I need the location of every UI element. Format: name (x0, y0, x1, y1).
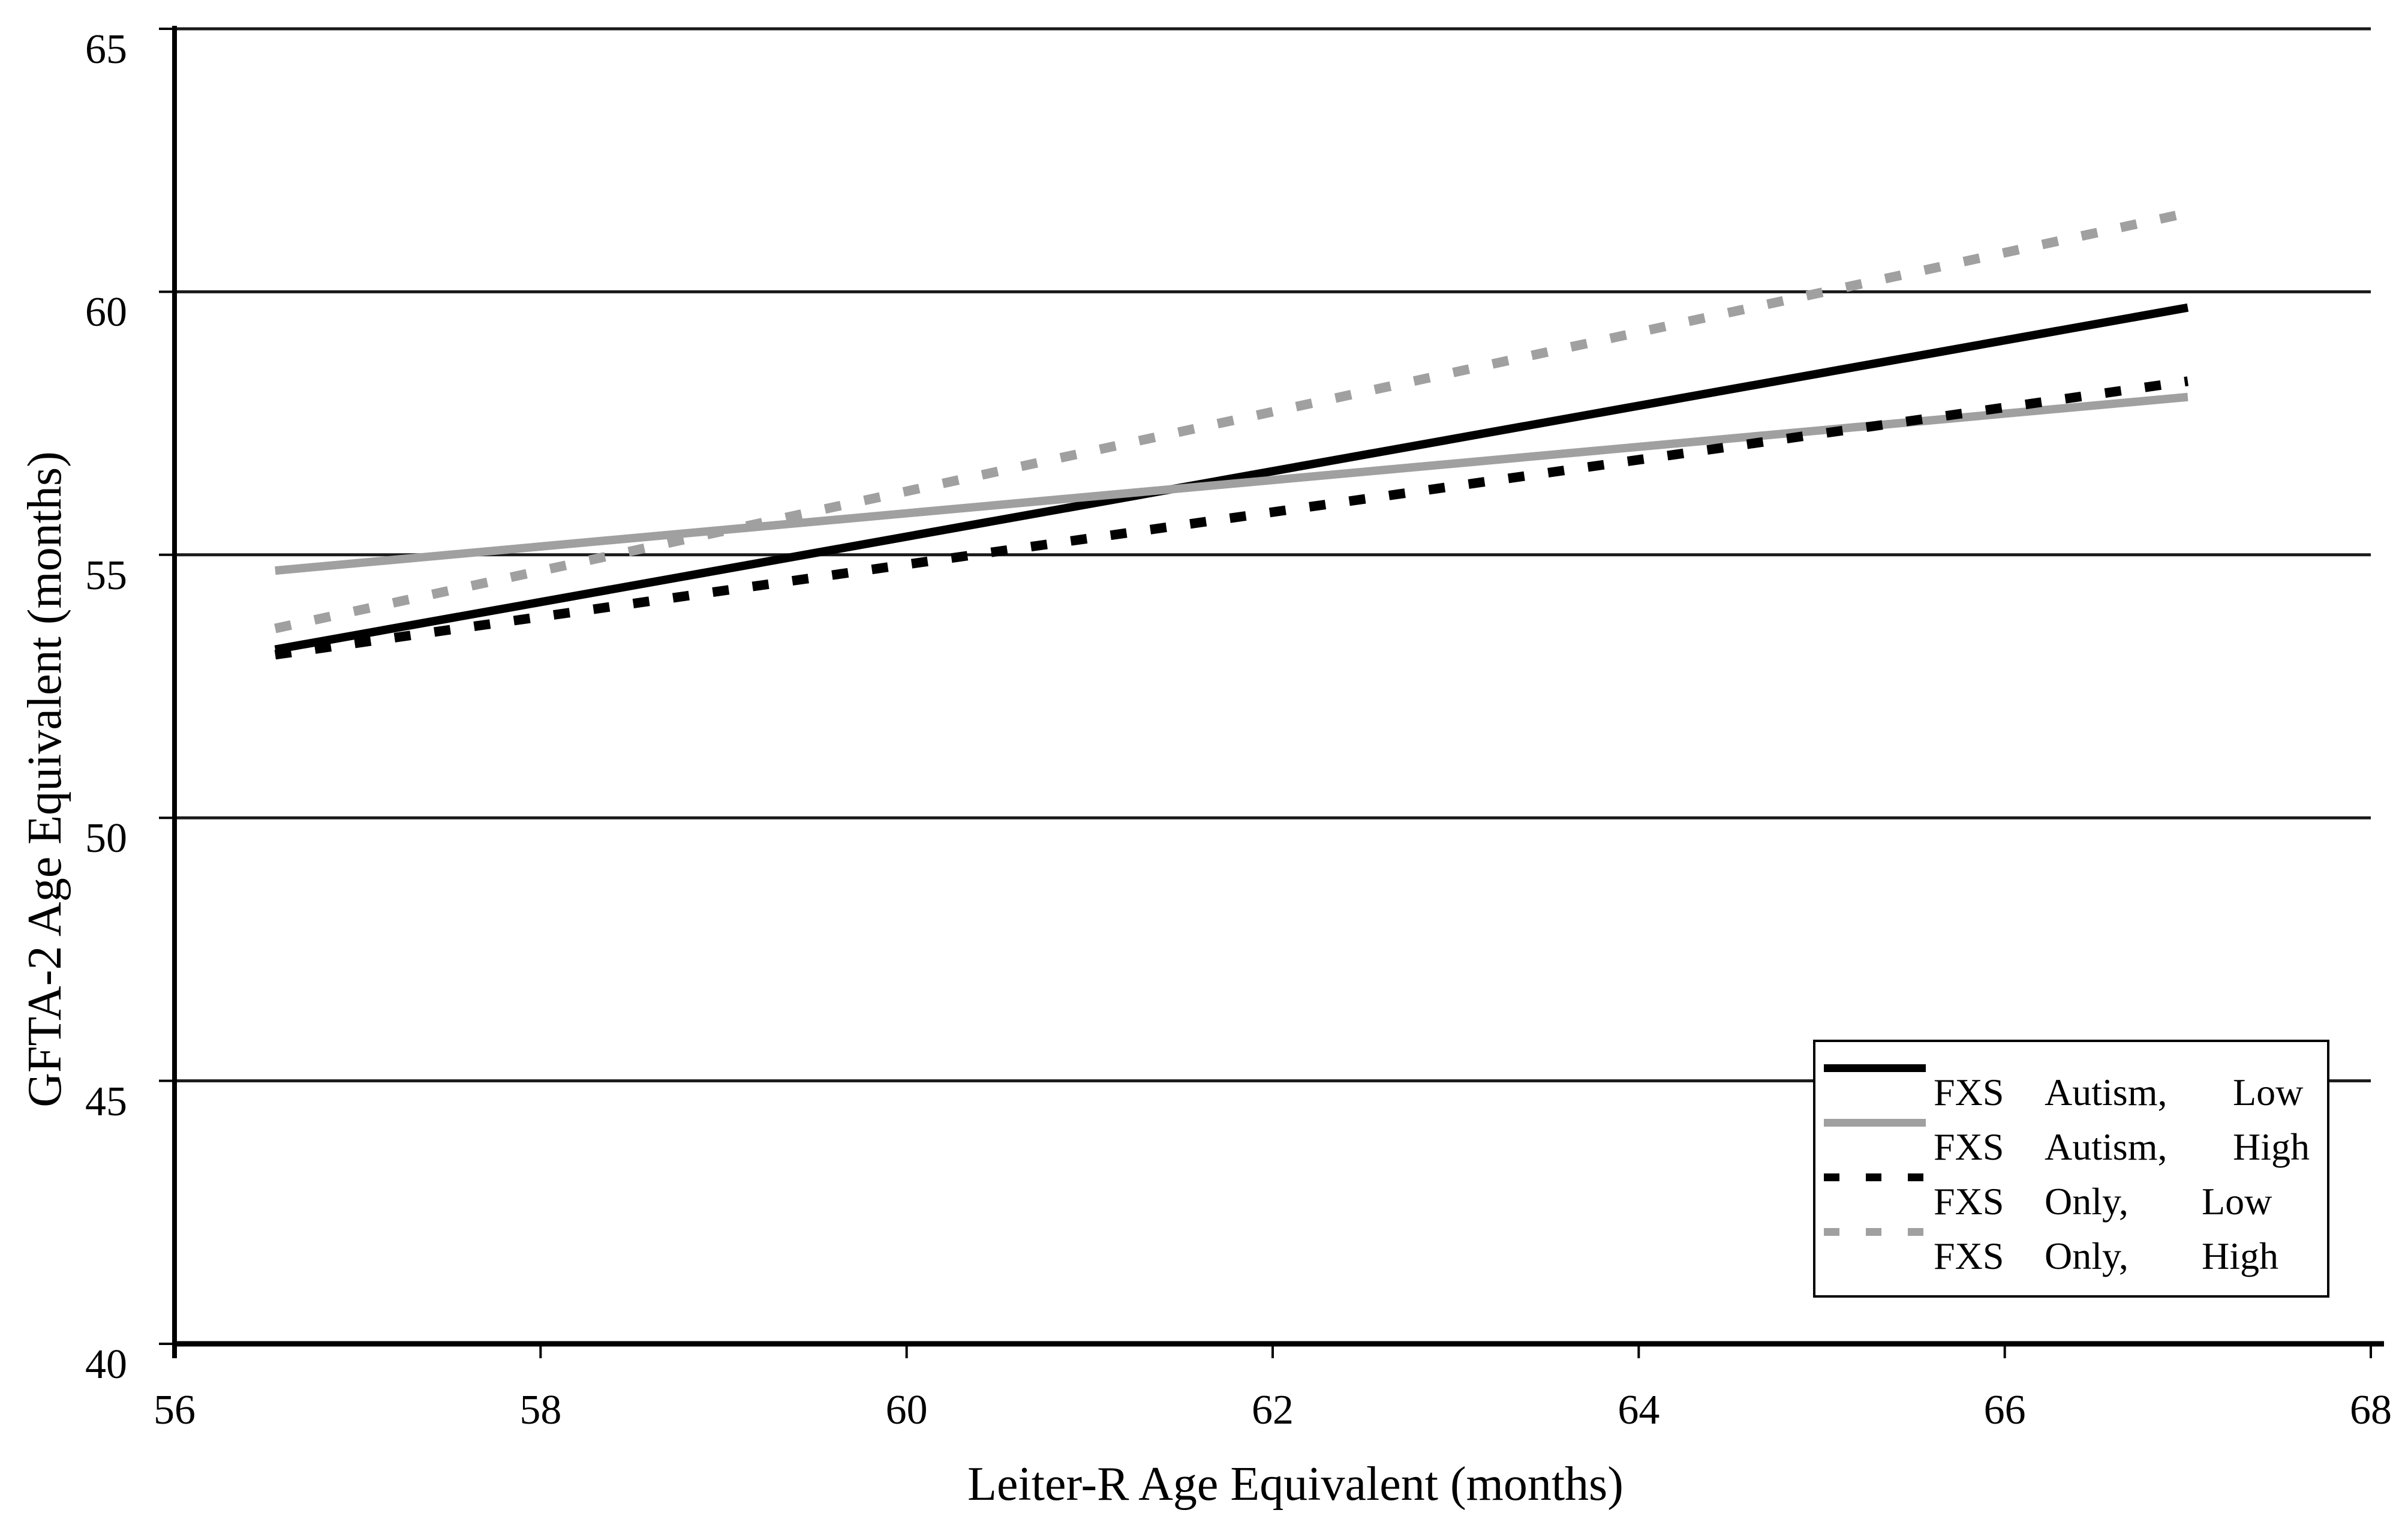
y-axis-title: GFTA-2 Age Equivalent (months) (19, 451, 71, 1107)
legend-label-part: FXS (1934, 1180, 2004, 1223)
legend-key-dashed (1824, 1173, 1926, 1181)
y-tick-label-50: 50 (85, 815, 127, 862)
series-line-fxs-autism-low (274, 303, 2189, 654)
legend-label-part: High (2202, 1235, 2278, 1277)
legend-label-part: High (2233, 1125, 2310, 1168)
legend-key-dashed (1824, 1228, 1926, 1236)
legend-label-part: FXS (1934, 1071, 2004, 1113)
x-tick-label-58: 58 (519, 1387, 562, 1433)
series-line-fxs-only-low (274, 376, 2188, 660)
y-tick-label-40: 40 (85, 1341, 127, 1388)
series-line-fxs-only-high (274, 208, 2189, 634)
x-tick-label-62: 62 (1252, 1387, 1294, 1433)
x-tick-label-60: 60 (885, 1387, 928, 1433)
legend-key-solid (1824, 1119, 1926, 1127)
y-tick-label-55: 55 (85, 552, 127, 599)
y-tick-label-45: 45 (85, 1078, 127, 1125)
legend-label-part: FXS (1934, 1125, 2004, 1168)
legend: FXS Autism, Low FXS Autism, High FXS Only, Low FX… (1813, 1040, 2329, 1298)
legend-key-solid (1824, 1064, 1926, 1072)
legend-label-part: Autism, (2045, 1071, 2167, 1113)
x-axis-title: Leiter-R Age Equivalent (months) (967, 1458, 1624, 1511)
legend-label-part: FXS (1934, 1235, 2004, 1277)
legend-label-part: Low (2233, 1071, 2304, 1113)
x-tick-label-66: 66 (1983, 1387, 2026, 1433)
y-tick-label-65: 65 (85, 26, 127, 73)
x-tick-label-68: 68 (2350, 1387, 2392, 1433)
x-tick-label-64: 64 (1618, 1387, 1660, 1433)
x-tick-label-56: 56 (154, 1387, 196, 1433)
legend-label-part: Low (2202, 1180, 2272, 1223)
y-tick-label-60: 60 (85, 289, 127, 336)
legend-label-part: Only, (2045, 1235, 2129, 1277)
legend-label-part: Only, (2045, 1180, 2129, 1223)
legend-label-part: Autism, (2045, 1125, 2167, 1168)
